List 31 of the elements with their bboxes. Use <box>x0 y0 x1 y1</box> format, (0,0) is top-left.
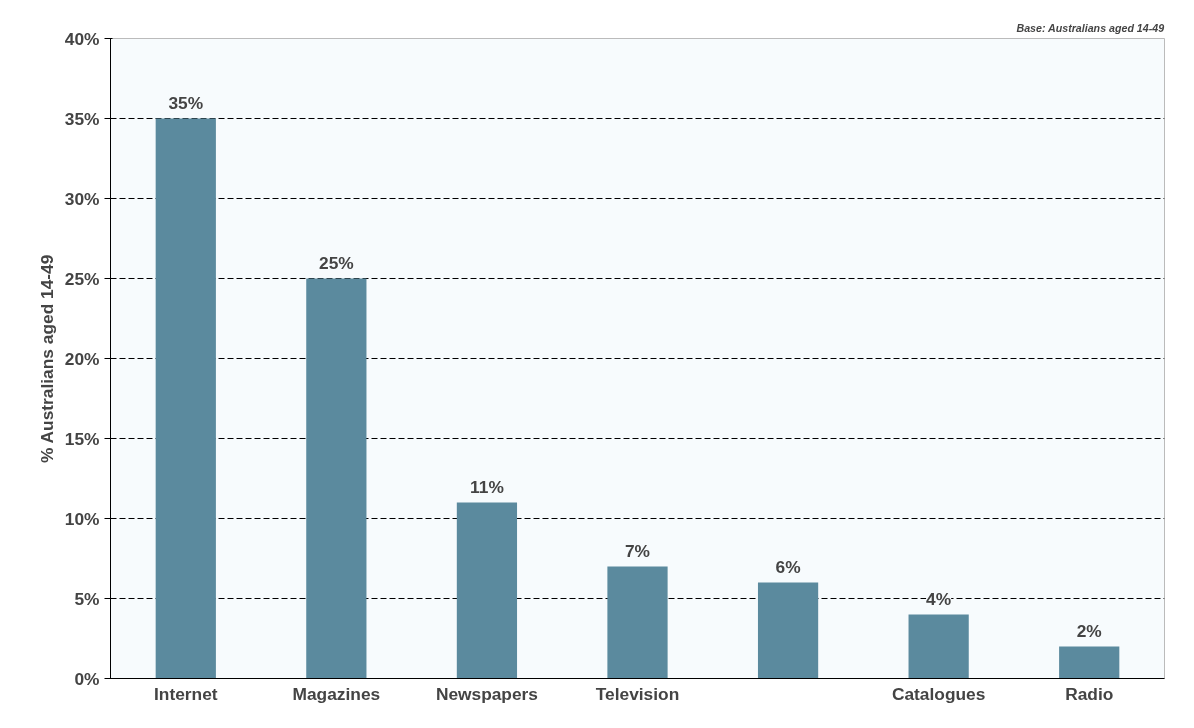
bar <box>908 614 969 679</box>
y-tick-label: 15% <box>64 428 100 449</box>
data-label: 25% <box>319 252 354 273</box>
y-tick-label: 5% <box>74 588 100 609</box>
y-tick-label: 0% <box>74 668 100 689</box>
y-axis-title: % Australians aged 14-49 <box>36 254 57 463</box>
bar <box>1059 646 1120 679</box>
x-tick-label: Television <box>595 683 680 704</box>
y-tick-label: 10% <box>64 508 100 529</box>
data-label: 35% <box>168 92 204 113</box>
data-label: 11% <box>470 476 504 497</box>
data-label: 6% <box>775 556 801 577</box>
text: Base: Australians aged 14-49 <box>1016 21 1165 34</box>
x-tick-label: Magazines <box>292 683 381 704</box>
bar <box>155 118 216 679</box>
y-tick-label: 20% <box>64 348 100 369</box>
bar <box>607 566 668 679</box>
data-label: 4% <box>926 588 952 609</box>
y-tick-label: 40% <box>64 28 100 49</box>
bar <box>757 582 819 679</box>
y-tick-label: 30% <box>64 188 100 209</box>
x-tick-label: Radio <box>1065 683 1114 704</box>
x-tick-label: Catalogues <box>891 683 986 704</box>
data-label: 2% <box>1076 620 1102 641</box>
y-tick-label: 25% <box>64 268 100 289</box>
y-tick-label: 35% <box>64 108 100 129</box>
bar <box>306 278 367 679</box>
data-label: 7% <box>624 540 651 561</box>
bar <box>456 502 518 679</box>
x-tick-label: Internet <box>154 683 218 704</box>
x-tick-label: Newspapers <box>435 683 538 704</box>
